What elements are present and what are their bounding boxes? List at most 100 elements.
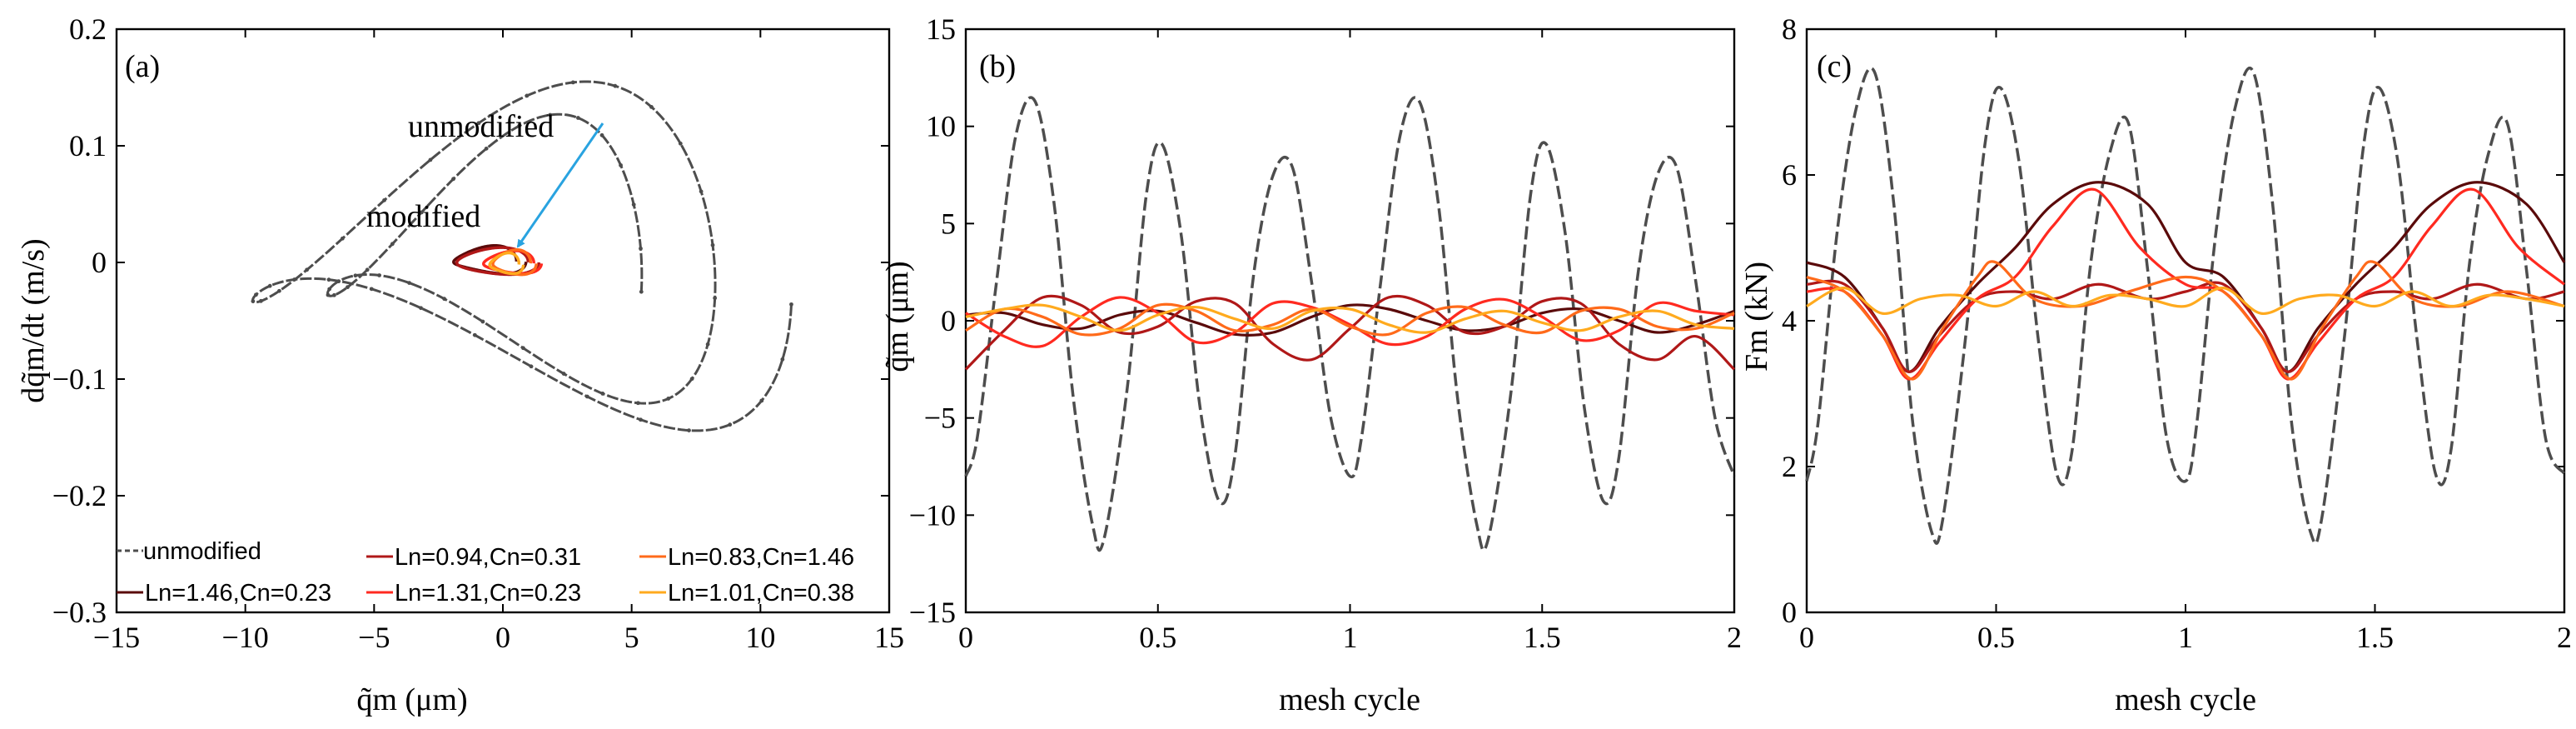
x-tick-label-a: −10 bbox=[222, 621, 269, 654]
series-point-unmodified-a bbox=[346, 285, 350, 290]
legend-label-s1: Ln=1.46,Cn=0.23 bbox=[145, 580, 331, 607]
y-tick-label-b: 0 bbox=[941, 304, 956, 337]
y-tick-label-c: 0 bbox=[1782, 596, 1797, 629]
y-tick-label-a: −0.2 bbox=[52, 479, 107, 512]
x-tick-label-b: 2 bbox=[1727, 621, 1742, 654]
series-point-unmodified-a bbox=[635, 401, 640, 406]
series-point-unmodified-a bbox=[472, 332, 477, 337]
series-point-unmodified-a bbox=[713, 296, 718, 301]
legend-entry-s1: Ln=1.46,Cn=0.23 bbox=[117, 580, 331, 607]
y-axis-label-c: Fm (kN) bbox=[1739, 262, 1774, 372]
series-point-unmodified-a bbox=[251, 299, 256, 303]
y-tick-label-b: −5 bbox=[924, 402, 956, 435]
series-point-unmodified-a bbox=[259, 298, 263, 303]
series-point-unmodified-a bbox=[548, 112, 553, 117]
series-point-unmodified-a bbox=[419, 210, 424, 215]
x-axis-label-c: mesh cycle bbox=[2115, 682, 2256, 717]
series-line-s5-a bbox=[488, 251, 525, 276]
y-tick-label-b: 10 bbox=[926, 110, 956, 143]
series-point-unmodified-a bbox=[365, 267, 370, 272]
x-tick-label-a: −5 bbox=[358, 621, 390, 654]
series-point-unmodified-a bbox=[277, 288, 281, 293]
annotation-unmodified: unmodified bbox=[408, 109, 554, 144]
series-line-s4-a bbox=[491, 247, 538, 277]
x-tick-label-c: 0 bbox=[1799, 621, 1814, 654]
x-axis-label-b: mesh cycle bbox=[1279, 682, 1420, 717]
y-tick-label-a: 0.1 bbox=[69, 129, 107, 162]
legend-label-s4: Ln=0.83,Cn=1.46 bbox=[668, 544, 854, 571]
series-point-unmodified-a bbox=[631, 202, 636, 207]
legend-label-s3: Ln=1.31,Cn=0.23 bbox=[395, 580, 581, 607]
y-tick-label-b: 15 bbox=[926, 12, 956, 46]
y-tick-label-a: 0 bbox=[92, 246, 107, 279]
y-tick-label-b: −15 bbox=[909, 596, 956, 629]
y-tick-label-c: 8 bbox=[1782, 12, 1797, 46]
x-tick-label-a: −15 bbox=[93, 621, 140, 654]
series-point-unmodified-a bbox=[613, 83, 618, 88]
y-tick-label-c: 6 bbox=[1782, 158, 1797, 192]
series-line-unmodified-b bbox=[964, 96, 1736, 552]
y-tick-label-a: 0.2 bbox=[69, 12, 107, 46]
series-point-unmodified-a bbox=[419, 306, 423, 311]
series-point-unmodified-a bbox=[525, 93, 530, 98]
series-line-s4-c bbox=[1806, 260, 2565, 381]
series-line-s5-b bbox=[965, 303, 1735, 334]
x-tick-label-c: 1 bbox=[2178, 621, 2193, 654]
series-line-s4-b bbox=[965, 302, 1735, 337]
x-tick-label-c: 1.5 bbox=[2356, 621, 2394, 654]
y-tick-label-a: −0.3 bbox=[52, 596, 107, 629]
legend-entry-s3: Ln=1.31,Cn=0.23 bbox=[366, 580, 581, 607]
series-point-unmodified-a bbox=[639, 289, 644, 294]
series-line-s3-c bbox=[1806, 187, 2565, 381]
series-line-unmodified-c bbox=[1805, 66, 2566, 545]
x-tick-label-c: 0.5 bbox=[1977, 621, 2015, 654]
series-point-unmodified-a bbox=[353, 273, 358, 278]
series-point-unmodified-a bbox=[517, 123, 521, 128]
series-line-s3-b bbox=[965, 296, 1735, 348]
y-axis-label-b: q̃m (μm) bbox=[880, 261, 915, 372]
series-point-unmodified-a bbox=[521, 346, 525, 351]
series-point-unmodified-a bbox=[600, 392, 605, 396]
series-point-unmodified-a bbox=[705, 342, 710, 347]
series-point-unmodified-a bbox=[639, 246, 643, 251]
series-point-unmodified-a bbox=[305, 267, 310, 272]
series-point-unmodified-a bbox=[699, 189, 704, 194]
x-tick-label-b: 1.5 bbox=[1524, 621, 1561, 654]
series-point-unmodified-a bbox=[340, 236, 345, 241]
series-point-unmodified-a bbox=[428, 157, 433, 162]
series-point-unmodified-a bbox=[326, 292, 331, 297]
series-point-unmodified-a bbox=[759, 398, 764, 403]
series-point-unmodified-a bbox=[529, 364, 534, 369]
series-point-unmodified-a bbox=[789, 302, 793, 307]
plot-area-a: −15 −10 −5 0 5 10 15 −0.3 −0.2 −0.1 0 0.1 0.2 bbox=[52, 12, 904, 654]
series-line-s5-c bbox=[1806, 287, 2565, 315]
series-point-unmodified-a bbox=[407, 281, 411, 285]
series-point-unmodified-a bbox=[678, 141, 683, 146]
y-axis-label-a: dq̃m/dt (m/s) bbox=[16, 238, 51, 402]
legend-entry-s4: Ln=0.83,Cn=1.46 bbox=[639, 544, 854, 571]
plot-area-c: 0 0.5 1 1.5 2 0 2 4 6 8 bbox=[1782, 12, 2572, 654]
series-line-s2-c bbox=[1806, 279, 2565, 373]
series-point-unmodified-a bbox=[254, 292, 258, 297]
series-point-unmodified-a bbox=[666, 397, 671, 401]
series-point-unmodified-a bbox=[327, 287, 332, 292]
series-point-unmodified-a bbox=[442, 297, 447, 302]
panel-c: 0 0.5 1 1.5 2 0 2 4 6 8 (c) mesh cycle Fm (kN) bbox=[1739, 12, 2572, 717]
annotation-modified: modified bbox=[366, 199, 480, 234]
panel-a-label: (a) bbox=[125, 49, 160, 84]
y-tick-label-b: −10 bbox=[909, 498, 956, 532]
series-point-unmodified-a bbox=[336, 279, 341, 284]
series-point-unmodified-a bbox=[369, 287, 374, 292]
y-tick-label-a: −0.1 bbox=[52, 362, 107, 396]
series-point-unmodified-a bbox=[639, 417, 643, 422]
legend-entry-s5: Ln=1.01,Cn=0.38 bbox=[639, 580, 854, 607]
x-tick-label-a: 15 bbox=[874, 621, 904, 654]
series-point-unmodified-a bbox=[780, 357, 785, 362]
series-point-unmodified-a bbox=[390, 242, 395, 247]
series-point-unmodified-a bbox=[710, 242, 715, 247]
series-point-unmodified-a bbox=[451, 177, 455, 182]
series-line-s2-b bbox=[964, 294, 1736, 371]
series-point-unmodified-a bbox=[326, 277, 331, 282]
series-point-unmodified-a bbox=[575, 116, 580, 120]
